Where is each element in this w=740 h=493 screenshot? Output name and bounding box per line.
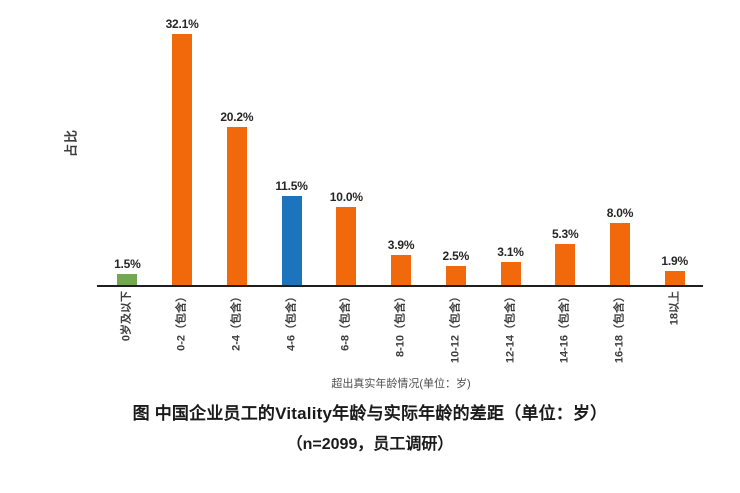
plot-area: 1.5% 32.1% 20.2% 11.5% 10.0% 3.9% 2.5% 3.1% 5.3%… [100, 0, 702, 286]
category-cell: 4-6（包含） [264, 289, 319, 385]
bar [664, 271, 685, 286]
bar-value-label: 10.0% [329, 189, 363, 204]
category-cell: 12-14（包含） [483, 289, 538, 385]
bar-column: 1.9% [647, 0, 702, 286]
bar-column: 20.2% [209, 0, 264, 286]
bar-column: 3.9% [374, 0, 429, 286]
category-cell: 16-18（包含） [593, 289, 648, 385]
category-cell: 14-16（包含） [538, 289, 593, 385]
bar-column: 1.5% [100, 0, 155, 286]
bar-column: 10.0% [319, 0, 374, 286]
category-label: 8-10（包含） [394, 291, 407, 358]
bar-value-label: 11.5% [275, 178, 308, 193]
y-axis-title-label: 占比 [63, 128, 79, 158]
bar-value-label: 3.9% [387, 237, 415, 252]
bar-column: 5.3% [538, 0, 593, 286]
bar [226, 127, 247, 286]
bar-column: 8.0% [593, 0, 648, 286]
category-label: 4-6（包含） [285, 291, 298, 351]
category-cell: 0-2（包含） [155, 289, 210, 385]
category-label: 10-12（包含） [449, 291, 462, 364]
bar-column: 32.1% [155, 0, 210, 286]
bar-value-label: 3.1% [497, 244, 524, 259]
x-axis-title: 超出真实年龄情况(单位：岁) [331, 378, 471, 390]
bar-column: 3.1% [483, 0, 538, 286]
bar [117, 274, 138, 286]
category-cell: 0岁及以下 [100, 289, 155, 385]
bar-column: 2.5% [428, 0, 483, 286]
bar [281, 196, 302, 286]
category-cell: 8-10（包含） [374, 289, 429, 385]
category-label: 6-8（包含） [339, 291, 352, 351]
bar-value-label: 2.5% [442, 248, 470, 263]
bar [391, 255, 412, 286]
category-axis: 0岁及以下 0-2（包含） 2-4（包含） 4-6（包含） 6-8（包含） 8-10（包含… [100, 289, 702, 385]
bar-value-label: 20.2% [220, 109, 254, 124]
bar-value-label: 1.9% [661, 253, 688, 268]
category-label: 12-14（包含） [504, 291, 516, 364]
category-label: 14-16（包含） [558, 291, 571, 364]
category-cell: 6-8（包含） [319, 289, 374, 385]
figure-caption-subtitle: （n=2099，员工调研） [286, 436, 454, 453]
category-label: 2-4（包含） [230, 291, 243, 351]
category-label: 0岁及以下 [120, 291, 133, 342]
bar [500, 262, 521, 286]
category-cell: 18以上 [647, 289, 702, 385]
category-cell: 10-12（包含） [428, 289, 483, 385]
bar-value-label: 5.3% [551, 226, 579, 241]
category-label: 16-18（包含） [613, 291, 626, 364]
bar-value-label: 1.5% [114, 256, 141, 271]
category-label: 0-2（包含） [175, 291, 188, 351]
category-cell: 2-4（包含） [209, 289, 264, 385]
figure-caption-title: 图 中国企业员工的Vitality年龄与实际年龄的差距（单位：岁） [132, 404, 608, 423]
bar [555, 244, 576, 286]
bar [336, 207, 357, 286]
bar [609, 223, 630, 286]
bar [445, 266, 466, 286]
bar-column: 11.5% [264, 0, 319, 286]
category-label: 18以上 [668, 291, 681, 326]
bar-value-label: 8.0% [606, 205, 634, 220]
x-axis-line [97, 285, 703, 287]
bar [172, 34, 193, 286]
bar-value-label: 32.1% [165, 16, 199, 31]
